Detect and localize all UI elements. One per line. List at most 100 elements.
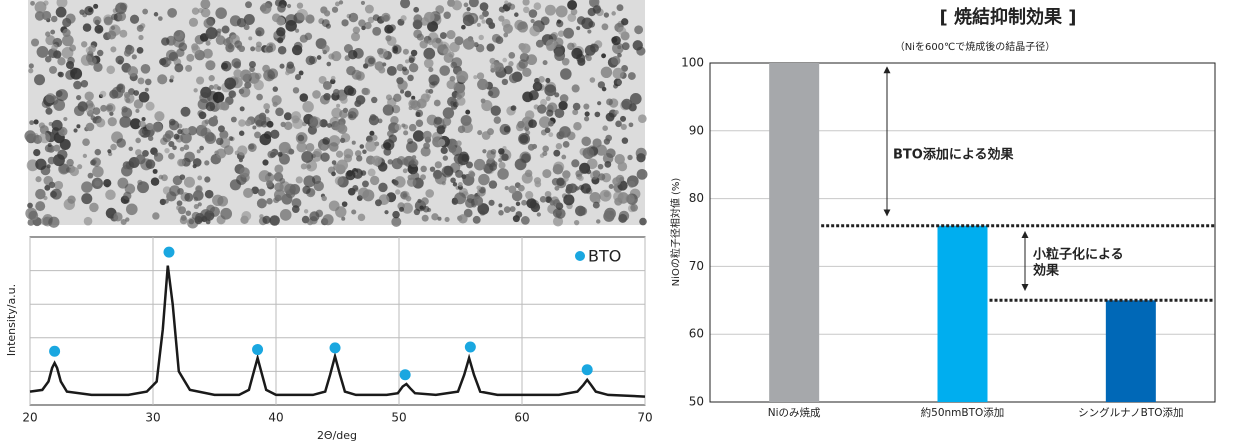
particle: [594, 111, 601, 118]
particle: [400, 15, 407, 22]
particle: [571, 84, 580, 93]
particle: [509, 206, 516, 212]
particle: [341, 216, 346, 221]
particle: [448, 145, 457, 153]
particle: [544, 190, 552, 198]
particle: [584, 116, 590, 122]
particle: [137, 179, 143, 186]
particle: [168, 141, 175, 148]
particle: [292, 118, 304, 129]
annotation: BTO添加による効果: [893, 147, 1013, 163]
particle: [196, 76, 205, 85]
particle: [408, 98, 419, 109]
particle: [498, 161, 506, 169]
particle: [215, 7, 227, 19]
particle: [117, 177, 129, 189]
particle: [455, 140, 462, 147]
particle: [77, 101, 88, 112]
particle: [585, 55, 592, 62]
particle: [525, 191, 534, 200]
particle: [521, 172, 533, 184]
particle: [573, 122, 582, 131]
particle: [191, 211, 201, 221]
particle: [65, 60, 75, 70]
particle: [87, 172, 94, 179]
particle: [457, 125, 466, 134]
particle: [462, 14, 475, 27]
particle: [558, 100, 568, 111]
particle: [545, 96, 551, 102]
particle: [84, 91, 94, 101]
particle: [159, 58, 167, 66]
particle: [110, 46, 117, 53]
particle: [119, 116, 132, 128]
particle: [539, 116, 551, 129]
x-tick-label: 70: [637, 411, 652, 425]
particle: [362, 88, 371, 96]
particle: [157, 74, 168, 85]
particle: [206, 204, 215, 214]
particle: [423, 11, 435, 23]
particle: [503, 65, 513, 75]
particle: [216, 137, 224, 146]
particle: [488, 199, 495, 206]
particle: [449, 41, 460, 53]
y-tick-label: 50: [689, 395, 704, 409]
particle: [542, 60, 548, 66]
particle: [138, 24, 143, 29]
particle: [69, 44, 77, 52]
particle: [528, 9, 538, 18]
particle: [27, 202, 33, 209]
particle: [195, 186, 202, 192]
particle: [184, 192, 194, 202]
particle: [563, 176, 569, 182]
particle: [169, 185, 181, 197]
particle: [135, 108, 140, 113]
particle: [433, 116, 443, 125]
particle: [147, 135, 154, 142]
particle: [567, 0, 578, 11]
particle: [302, 101, 314, 113]
particle: [266, 120, 274, 128]
particle: [130, 118, 141, 130]
particle: [144, 87, 149, 92]
particle: [174, 30, 181, 37]
particle: [529, 25, 541, 37]
particle: [423, 58, 434, 69]
particle: [306, 164, 312, 169]
particle: [277, 37, 284, 44]
particle: [605, 134, 612, 142]
particle: [354, 150, 362, 157]
particle: [632, 40, 643, 51]
particle: [204, 132, 217, 145]
particle: [368, 115, 380, 126]
particle: [158, 16, 163, 21]
particle: [217, 101, 226, 110]
particle: [549, 200, 556, 206]
particle: [343, 154, 353, 163]
particle: [82, 153, 88, 158]
particle: [472, 215, 481, 224]
particle: [28, 68, 34, 74]
peak-marker: [464, 341, 476, 353]
particle: [66, 158, 74, 167]
particle: [346, 65, 356, 76]
x-tick-label: 20: [22, 411, 37, 425]
particle: [369, 130, 375, 136]
particle: [412, 130, 425, 142]
particle: [364, 4, 374, 14]
particle: [446, 79, 456, 90]
particle: [107, 30, 117, 40]
particle: [413, 208, 421, 216]
particle: [428, 74, 440, 86]
particle: [286, 3, 292, 9]
particle: [371, 134, 378, 141]
particle: [391, 105, 401, 114]
particle: [238, 130, 245, 136]
particle: [359, 144, 365, 149]
particle: [501, 153, 509, 161]
particle: [41, 10, 52, 21]
particle: [563, 58, 570, 65]
particle: [503, 23, 513, 34]
particle: [204, 119, 210, 125]
